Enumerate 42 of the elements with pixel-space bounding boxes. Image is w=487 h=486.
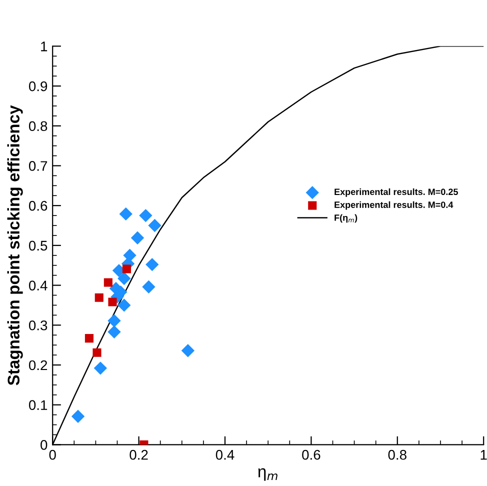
y-tick-label: 0.1 bbox=[28, 400, 48, 410]
point bbox=[94, 293, 104, 302]
point bbox=[92, 348, 102, 357]
x-tick-label: 1 bbox=[480, 450, 487, 460]
y-tick-label: 1 bbox=[41, 42, 48, 52]
point bbox=[108, 298, 117, 306]
x-tick-label: 0.8 bbox=[388, 450, 406, 460]
point bbox=[84, 334, 94, 343]
y-tick-label: 0.9 bbox=[28, 81, 48, 92]
point bbox=[108, 314, 121, 328]
point bbox=[148, 218, 162, 232]
y-tick-label: 0.3 bbox=[28, 320, 48, 330]
y-tick-label: 0.7 bbox=[28, 161, 48, 171]
y-tick-label: 0.8 bbox=[28, 121, 48, 132]
point bbox=[142, 280, 156, 294]
point bbox=[146, 258, 159, 272]
point bbox=[104, 278, 112, 287]
y-tick-label: 0 bbox=[40, 440, 48, 450]
legend-label: F(η$_{m}$) bbox=[334, 214, 358, 223]
point bbox=[181, 344, 195, 358]
legend-label: Experimental results. M=0.25 bbox=[334, 188, 458, 197]
x-tick-label: 0.6 bbox=[302, 450, 320, 460]
point bbox=[139, 208, 152, 222]
x-axis-title: η$_{m}$ bbox=[258, 468, 278, 481]
point bbox=[119, 207, 132, 221]
point bbox=[118, 298, 131, 312]
x-tick-label: 0 bbox=[49, 450, 56, 460]
point bbox=[122, 264, 132, 274]
x-tick-label: 0.4 bbox=[216, 450, 234, 460]
x-tick-label: 0.2 bbox=[130, 450, 148, 460]
point bbox=[123, 248, 136, 262]
y-tick-label: 0.2 bbox=[28, 360, 48, 370]
y-axis-title: Stagnation point sticking efficiency bbox=[7, 105, 23, 386]
point bbox=[118, 272, 131, 286]
point bbox=[94, 362, 108, 375]
y-tick-label: 0.5 bbox=[28, 240, 48, 251]
point bbox=[108, 325, 121, 338]
point bbox=[130, 231, 144, 244]
point bbox=[71, 410, 85, 423]
legend-label: Experimental results. M=0.4 bbox=[334, 201, 454, 210]
y-tick-label: 0.4 bbox=[28, 280, 48, 290]
y-tick-label: 0.6 bbox=[28, 200, 48, 211]
